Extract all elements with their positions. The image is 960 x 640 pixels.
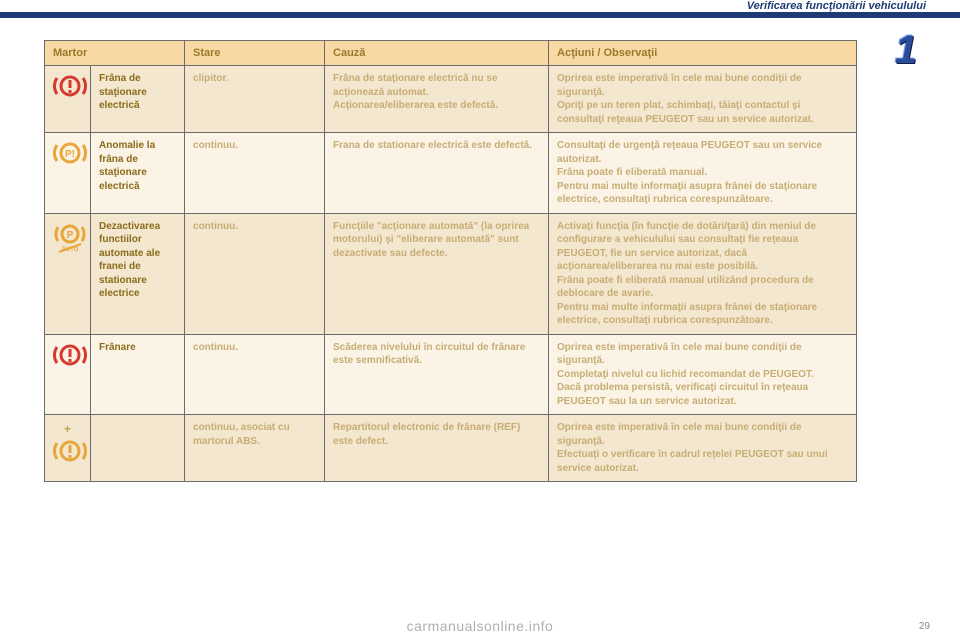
indicator-cause: Funcţiile "acţionare automată" (la oprir…	[325, 213, 549, 334]
indicator-icon-cell	[45, 334, 91, 415]
table-row: + continuu, asociat cu martorul ABS. Rep…	[45, 415, 857, 482]
indicator-state: continuu, asociat cu martorul ABS.	[185, 415, 325, 482]
brake-warning-red-icon	[53, 72, 87, 100]
chapter-badge: 1	[878, 22, 934, 78]
indicator-action: Activaţi funcţia (în funcţie de dotări/ţ…	[549, 213, 857, 334]
indicator-icon-cell	[45, 66, 91, 133]
table-header-row: Martor Stare Cauză Acţiuni / Observaţii	[45, 41, 857, 66]
indicator-icon-cell: P!	[45, 133, 91, 214]
table-row: P! Anomalie la frâna de staţionare elect…	[45, 133, 857, 214]
indicator-name	[91, 415, 185, 482]
indicator-action: Consultaţi de urgenţă reţeaua PEUGEOT sa…	[549, 133, 857, 214]
parking-brake-fault-amber-icon: P!	[53, 139, 87, 167]
indicator-name: Anomalie la frâna de staţionare electric…	[91, 133, 185, 214]
indicator-cause: Frana de stationare electrică este defec…	[325, 133, 549, 214]
table-row: Frânare continuu. Scăderea nivelului în …	[45, 334, 857, 415]
table-row: P AUTO Dezactivarea functiilor automate …	[45, 213, 857, 334]
indicators-table: Martor Stare Cauză Acţiuni / Observaţii …	[44, 40, 857, 482]
indicator-cause: Repartitorul electronic de frânare (REF)…	[325, 415, 549, 482]
col-header-cauza: Cauză	[325, 41, 549, 66]
indicator-action: Oprirea este imperativă în cele mai bune…	[549, 334, 857, 415]
svg-text:P!: P!	[65, 149, 75, 160]
indicator-action: Oprirea este imperativă în cele mai bune…	[549, 66, 857, 133]
indicator-state: continuu.	[185, 133, 325, 214]
indicator-cause: Frâna de staţionare electrică nu se acţi…	[325, 66, 549, 133]
chapter-number: 1	[895, 28, 917, 73]
indicator-icon-cell: +	[45, 415, 91, 482]
page-header-title: Verificarea funcţionării vehiculului	[747, 0, 926, 12]
footer-link: carmanualsonline.info	[0, 618, 960, 634]
indicator-name: Frânare	[91, 334, 185, 415]
indicator-icon-cell: P AUTO	[45, 213, 91, 334]
indicator-state: continuu.	[185, 213, 325, 334]
abs-amber-icon	[53, 437, 87, 465]
col-header-actiuni: Acţiuni / Observaţii	[549, 41, 857, 66]
table-row: Frâna de staţionare electrică clipitor. …	[45, 66, 857, 133]
auto-parking-brake-off-amber-icon: P AUTO	[53, 220, 87, 254]
indicator-action: Oprirea este imperativă în cele mai bune…	[549, 415, 857, 482]
indicator-name: Dezactivarea functiilor automate ale fra…	[91, 213, 185, 334]
col-header-stare: Stare	[185, 41, 325, 66]
indicator-state: continuu.	[185, 334, 325, 415]
plus-icon: +	[53, 421, 82, 437]
col-header-martor: Martor	[45, 41, 185, 66]
indicator-name: Frâna de staţionare electrică	[91, 66, 185, 133]
indicator-state: clipitor.	[185, 66, 325, 133]
indicator-cause: Scăderea nivelului în circuitul de frâna…	[325, 334, 549, 415]
svg-text:P: P	[67, 230, 74, 241]
top-accent-bar	[0, 12, 960, 18]
brake-warning-red-icon	[53, 341, 87, 369]
